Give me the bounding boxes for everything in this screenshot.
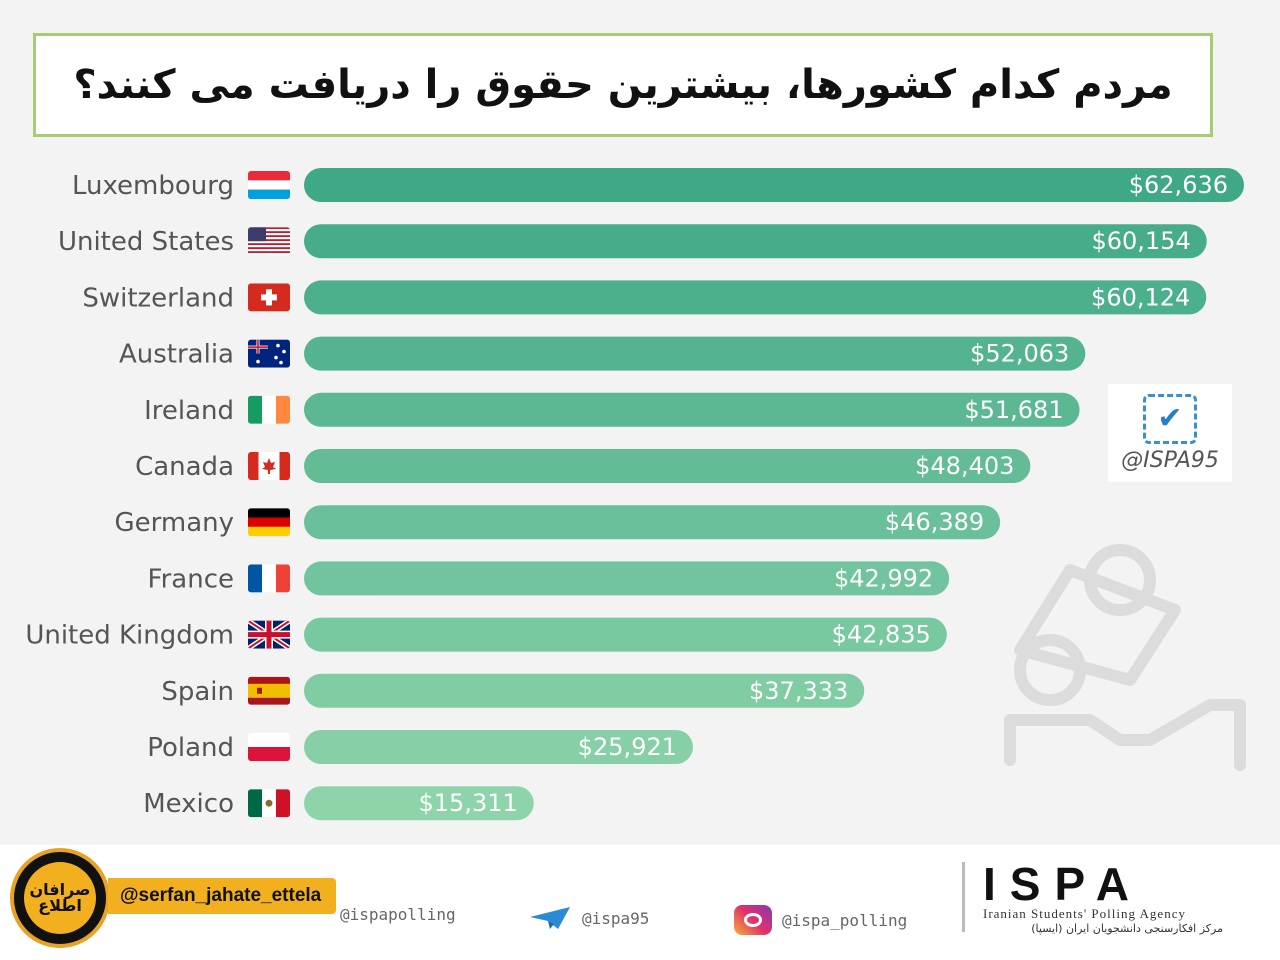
bar-value-label: $51,681 bbox=[964, 396, 1063, 424]
agency-logo: ISPA Iranian Students' Polling Agency مر… bbox=[962, 858, 1253, 935]
category-label: Poland bbox=[147, 733, 234, 763]
ispa-stamp: ✔ @ISPA95 bbox=[1108, 384, 1232, 482]
bar bbox=[304, 392, 1080, 427]
flag-germany-icon bbox=[248, 508, 290, 537]
agency-persian-name: مرکز افکارسنجی دانشجویان ایران (ایسپا) bbox=[1031, 922, 1223, 935]
bar bbox=[304, 617, 947, 652]
category-label: Spain bbox=[161, 677, 234, 707]
bar-value-label: $62,636 bbox=[1129, 171, 1228, 199]
bar bbox=[304, 730, 694, 764]
category-label: Switzerland bbox=[82, 283, 234, 313]
bar bbox=[304, 224, 1207, 259]
social-link-telegram[interactable]: @ispa95 bbox=[528, 905, 649, 931]
category-label: Ireland bbox=[144, 396, 234, 426]
category-label: France bbox=[148, 564, 234, 594]
flag-switzerland-icon bbox=[248, 283, 290, 312]
bar-value-label: $60,154 bbox=[1092, 227, 1191, 255]
agency-name: ISPA bbox=[983, 858, 1143, 910]
category-label: Mexico bbox=[143, 789, 234, 819]
stamp-handle: @ISPA95 bbox=[1121, 447, 1219, 473]
money-hand-icon bbox=[1004, 544, 1246, 771]
category-label: Luxembourg bbox=[72, 171, 234, 201]
category-label: United States bbox=[58, 227, 234, 257]
flag-australia-icon bbox=[248, 339, 290, 368]
agency-english-name: Iranian Students' Polling Agency bbox=[983, 906, 1186, 921]
flag-usa-icon bbox=[248, 227, 290, 256]
bar-value-label: $42,835 bbox=[832, 621, 931, 649]
category-label: United Kingdom bbox=[25, 621, 234, 651]
social-link-text: @ispapolling bbox=[340, 905, 456, 924]
flag-ireland-icon bbox=[248, 395, 290, 424]
category-label: Canada bbox=[135, 452, 234, 482]
social-link-instagram[interactable]: @ispa_polling bbox=[734, 905, 907, 935]
bar bbox=[304, 280, 1207, 315]
flag-france-icon bbox=[248, 564, 290, 593]
chart-title: مردم کدام کشورها، بیشترین حقوق را دریافت… bbox=[73, 62, 1173, 108]
flag-luxembourg-icon bbox=[248, 171, 290, 199]
bar-value-label: $46,389 bbox=[885, 508, 984, 536]
bar bbox=[304, 168, 1244, 202]
category-label: Australia bbox=[119, 340, 234, 370]
flag-poland-icon bbox=[248, 733, 290, 761]
social-link-text: @ispa_polling bbox=[782, 910, 908, 930]
bar-chart: $62,636 Luxembourg $60,154 United States $60… bbox=[25, 168, 1244, 821]
social-link-text: @ispa95 bbox=[582, 908, 650, 928]
bar-value-label: $48,403 bbox=[915, 452, 1014, 480]
bar bbox=[304, 561, 950, 596]
checkmark-icon: ✔ bbox=[1143, 393, 1197, 444]
flag-uk-icon bbox=[248, 620, 290, 649]
bar-value-label: $60,124 bbox=[1091, 283, 1190, 311]
flag-canada-icon bbox=[248, 452, 290, 480]
bar bbox=[304, 449, 1031, 483]
channel-logo: صرافان اطلاع bbox=[10, 848, 110, 948]
telegram-icon bbox=[530, 907, 570, 929]
bar-value-label: $37,333 bbox=[749, 677, 848, 705]
channel-logo-text: صرافان اطلاع bbox=[24, 862, 96, 934]
channel-handle-bar[interactable]: @serfan_jahate_ettela bbox=[108, 878, 336, 914]
category-label: Germany bbox=[114, 508, 234, 538]
flag-spain-icon bbox=[248, 676, 290, 705]
bar-value-label: $52,063 bbox=[970, 340, 1069, 368]
bar bbox=[304, 336, 1086, 371]
bar bbox=[304, 786, 534, 821]
social-link-web[interactable]: @ispapolling bbox=[340, 905, 456, 924]
bar bbox=[304, 673, 865, 708]
instagram-icon bbox=[734, 905, 772, 935]
bar-value-label: $42,992 bbox=[834, 564, 933, 592]
bar bbox=[304, 505, 1001, 540]
title-box: مردم کدام کشورها، بیشترین حقوق را دریافت… bbox=[33, 33, 1213, 137]
bar-value-label: $15,311 bbox=[419, 789, 518, 817]
flag-mexico-icon bbox=[248, 789, 290, 818]
channel-handle: @serfan_jahate_ettela bbox=[120, 885, 322, 906]
bar-value-label: $25,921 bbox=[578, 733, 677, 761]
